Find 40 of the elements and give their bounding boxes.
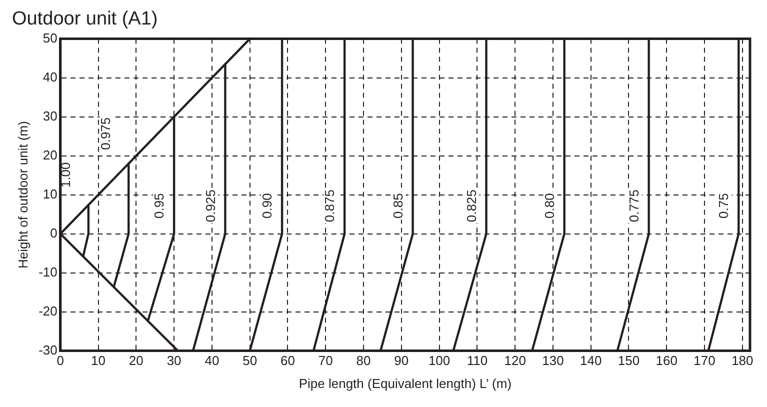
- y-tick-label: 30: [42, 108, 58, 124]
- text: 0.75: [716, 193, 732, 218]
- y-tick-label: 0: [50, 225, 58, 240]
- chart-title: Outdoor unit (A1): [12, 8, 158, 30]
- text: 0.925: [202, 190, 218, 222]
- x-tick-label: 20: [128, 353, 144, 368]
- x-tick-label: 40: [204, 353, 220, 368]
- x-tick-label: 110: [466, 353, 488, 368]
- text: 0.90: [260, 193, 275, 218]
- x-tick-label: 140: [580, 353, 602, 368]
- x-tick-label: 10: [91, 353, 106, 368]
- text: 0.80: [542, 193, 557, 218]
- y-tick-label: 10: [42, 186, 58, 202]
- x-tick-label: 120: [504, 353, 526, 368]
- x-tick-label: 80: [356, 353, 371, 368]
- x-tick-label: 60: [280, 353, 295, 368]
- y-tick-label: -20: [38, 303, 58, 318]
- text: 0.85: [390, 193, 406, 218]
- y-tick-label: 20: [42, 147, 58, 162]
- text: 0.775: [626, 190, 642, 222]
- x-tick-label: 150: [618, 353, 640, 368]
- y-tick-label: 50: [42, 30, 58, 46]
- y-tick-label: -30: [38, 342, 58, 358]
- y-tick-label: 40: [42, 69, 58, 84]
- x-tick-label: 130: [542, 353, 564, 368]
- x-tick-label: 50: [242, 353, 258, 368]
- text: 0.825: [464, 190, 479, 222]
- x-tick-label: 90: [394, 353, 409, 368]
- x-tick-label: 170: [694, 353, 716, 368]
- x-tick-label: 180: [732, 353, 754, 368]
- x-tick-label: 30: [166, 353, 182, 368]
- y-tick-label: -10: [38, 264, 58, 280]
- y-axis-title: Height of outdoor unit (m): [15, 121, 30, 269]
- x-tick-label: 160: [656, 353, 678, 368]
- x-tick-label: 100: [428, 353, 450, 368]
- x-axis-title: Pipe length (Equivalent length) L’ (m): [298, 376, 512, 391]
- text: 0.875: [322, 190, 338, 222]
- text: 0.975: [98, 117, 114, 150]
- x-tick-label: 70: [318, 353, 333, 368]
- text: 0.95: [152, 193, 167, 218]
